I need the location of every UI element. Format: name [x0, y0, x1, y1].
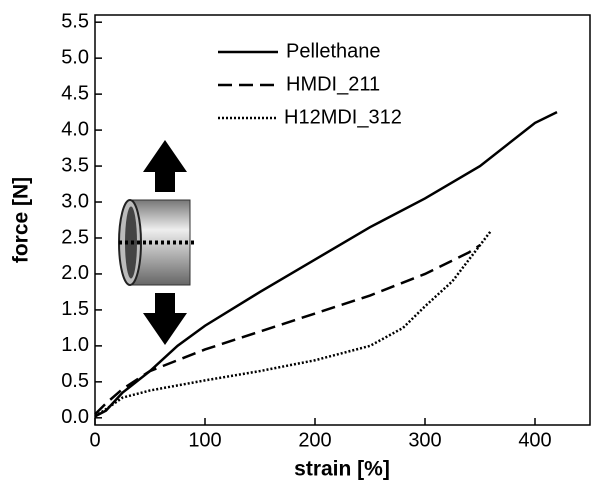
- legend-label: HMDI_211: [286, 73, 380, 95]
- y-tick-label: 0.5: [61, 370, 89, 392]
- plot-frame: [94, 14, 591, 426]
- y-tick-label: 0.0: [61, 406, 89, 428]
- y-tick-label: 1.0: [61, 334, 89, 356]
- x-tick-label: 200: [298, 429, 331, 451]
- y-tick-label: 1.5: [61, 298, 89, 320]
- x-tick-label: 400: [518, 429, 551, 451]
- series-line: [94, 230, 492, 418]
- y-tick-label: 4.5: [61, 82, 89, 104]
- x-tick-label: 300: [408, 429, 441, 451]
- y-axis-title: force [N]: [10, 177, 33, 263]
- y-tick-label: 2.5: [61, 226, 89, 248]
- legend-label: Pellethane: [286, 40, 381, 62]
- x-axis-title: strain [%]: [294, 458, 390, 481]
- x-tick-label: 0: [89, 429, 100, 451]
- legend-label: H12MDI_312: [284, 106, 402, 128]
- y-tick-label: 5.5: [61, 10, 89, 32]
- series-line: [94, 244, 481, 416]
- y-tick-label: 3.5: [61, 154, 89, 176]
- x-tick-label: 100: [188, 429, 221, 451]
- series-line: [94, 110, 558, 418]
- y-tick-label: 3.0: [61, 190, 89, 212]
- sample-icon: [118, 140, 196, 345]
- y-tick-label: 4.0: [61, 118, 89, 140]
- y-tick-label: 5.0: [61, 46, 89, 68]
- y-tick-label: 2.0: [61, 262, 89, 284]
